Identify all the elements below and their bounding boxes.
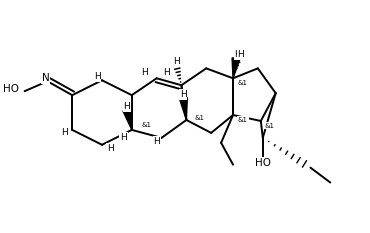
Text: HO: HO — [255, 158, 271, 168]
Text: H: H — [94, 72, 100, 81]
Text: &1: &1 — [265, 123, 275, 129]
Text: H: H — [180, 90, 187, 99]
Text: H: H — [163, 68, 170, 77]
Text: H: H — [173, 58, 180, 66]
Text: &1: &1 — [238, 80, 248, 86]
Text: H: H — [153, 137, 160, 146]
Polygon shape — [179, 98, 187, 120]
Text: H: H — [124, 102, 130, 111]
Text: &1: &1 — [142, 122, 152, 128]
Text: H: H — [238, 51, 244, 59]
Text: H: H — [61, 128, 68, 137]
Text: H: H — [235, 51, 241, 59]
Polygon shape — [232, 58, 240, 78]
Text: HO: HO — [3, 84, 18, 94]
Text: H: H — [107, 144, 114, 153]
Text: H: H — [141, 68, 148, 77]
Text: &1: &1 — [238, 117, 248, 123]
Polygon shape — [123, 109, 132, 130]
Text: N: N — [41, 73, 49, 83]
Text: &1: &1 — [194, 115, 204, 121]
Text: H: H — [120, 133, 127, 142]
